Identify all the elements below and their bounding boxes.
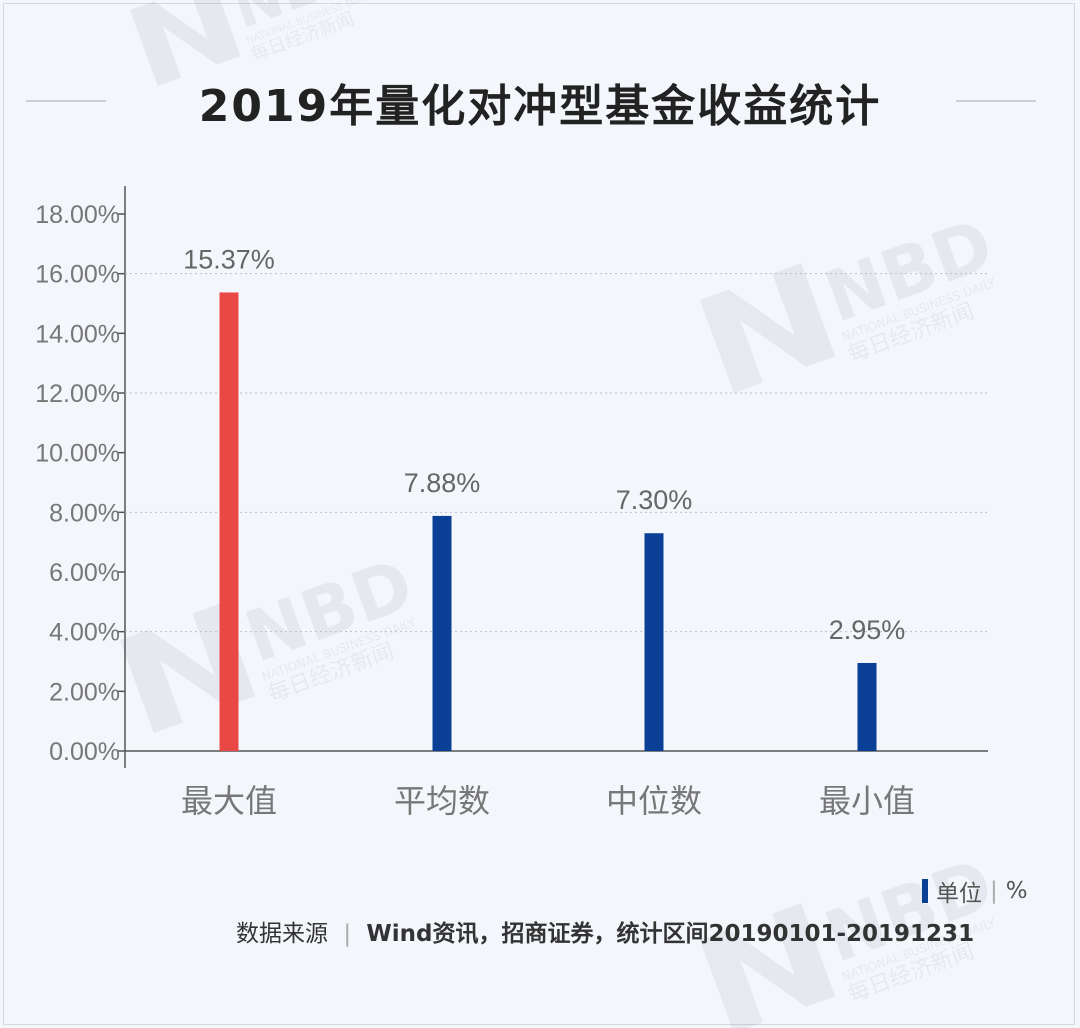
frame xyxy=(3,3,1075,1025)
y-tick-label: 12.00% xyxy=(35,380,120,408)
source-separator: | xyxy=(343,921,352,947)
y-tick-label: 10.00% xyxy=(35,440,120,468)
source-note: 数据来源 | Wind资讯，招商证券，统计区间20190101-20191231 xyxy=(236,914,974,948)
title-line-right xyxy=(956,100,1036,102)
data-label: 15.37% xyxy=(183,244,275,274)
x-category-label: 最小值 xyxy=(819,782,915,820)
unit-legend: 单位 | % xyxy=(922,874,1028,908)
source-label: 数据来源 xyxy=(236,921,328,947)
y-tick-label: 6.00% xyxy=(49,559,120,587)
bar xyxy=(857,662,877,751)
unit-marker xyxy=(922,879,928,903)
data-label: 7.30% xyxy=(616,485,693,515)
y-tick-label: 16.00% xyxy=(35,261,120,289)
title-row: 2019年量化对冲型基金收益统计 xyxy=(0,62,1080,142)
bar xyxy=(644,533,664,751)
y-tick-label: 14.00% xyxy=(35,320,120,348)
x-category-label: 最大值 xyxy=(181,782,277,820)
data-label: 2.95% xyxy=(829,615,906,645)
unit-separator: | xyxy=(990,878,998,904)
source-value: Wind资讯，招商证券，统计区间20190101-20191231 xyxy=(366,921,975,947)
unit-label: 单位 xyxy=(936,881,982,907)
x-category-label: 中位数 xyxy=(606,782,702,820)
chart-title: 2019年量化对冲型基金收益统计 xyxy=(198,81,882,132)
bar xyxy=(432,515,452,751)
x-category-label: 平均数 xyxy=(394,782,490,820)
y-tick-label: 0.00% xyxy=(49,738,120,766)
y-tick-label: 18.00% xyxy=(35,201,120,229)
y-tick-label: 8.00% xyxy=(49,499,120,527)
bar xyxy=(219,292,239,751)
data-label: 7.88% xyxy=(404,468,481,498)
title-line-left xyxy=(26,100,106,102)
y-tick-label: 2.00% xyxy=(49,678,120,706)
unit-value: % xyxy=(1005,878,1028,904)
y-tick-label: 4.00% xyxy=(49,619,120,647)
